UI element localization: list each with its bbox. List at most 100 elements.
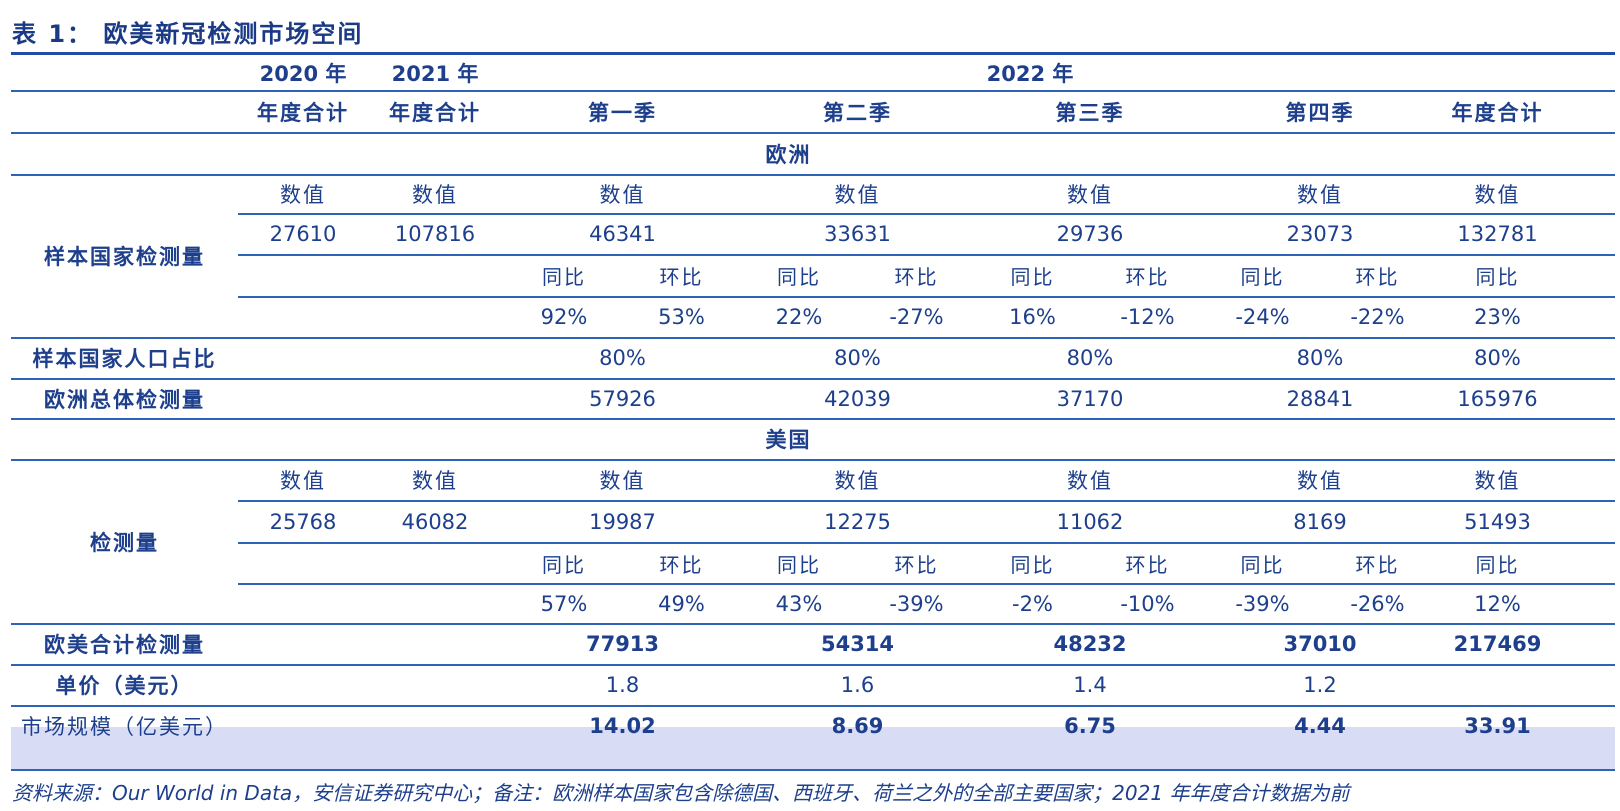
europe-qoq-q2: -27% <box>889 305 944 329</box>
table-title: 表 1： 欧美新冠检测市场空间 <box>12 20 364 48</box>
header-q4: 第四季 <box>1285 101 1355 125</box>
europe-yoy-label-q1: 同比 <box>542 264 586 289</box>
usa-yoy-q1: 57% <box>540 591 588 616</box>
europe-tests-q1: 46341 <box>589 222 656 246</box>
unit-price-q4: 1.2 <box>1303 673 1337 697</box>
market-size-row-shading <box>11 727 1615 769</box>
header-2021-annual-total: 年度合计 <box>389 101 481 125</box>
usa-tests-2022: 51493 <box>1464 509 1531 534</box>
market-size-2022: 33.91 <box>1464 714 1531 738</box>
usa-qoq-label-q1: 环比 <box>659 552 704 577</box>
europe-tests-q4: 23073 <box>1286 222 1354 246</box>
unit-price-q2: 1.6 <box>840 673 875 697</box>
combined-q2: 54314 <box>820 632 895 656</box>
europe-yoy-q1: 92% <box>540 305 588 329</box>
usa-tests-2021: 46082 <box>401 509 469 534</box>
europe-value-label-2020: 数值 <box>280 183 326 207</box>
row-label-usa-tests: 检测量 <box>90 530 159 555</box>
usa-qoq-q3: -10% <box>1120 591 1175 616</box>
header-q1: 第一季 <box>588 101 657 125</box>
header-year-2021: 2021 年 <box>391 62 479 86</box>
unit-price-q1: 1.8 <box>605 673 640 697</box>
europe-tests-2022: 132781 <box>1457 222 1538 246</box>
usa-tests-q4: 8169 <box>1293 509 1347 534</box>
unit-price-q3: 1.4 <box>1073 673 1107 697</box>
row-label-europe-total-tests: 欧洲总体检测量 <box>44 387 205 412</box>
usa-qoq-q2: -39% <box>889 591 944 616</box>
usa-qoq-label-q2: 环比 <box>894 552 939 577</box>
section-europe: 欧洲 <box>765 142 812 167</box>
usa-yoy-q2: 43% <box>775 591 823 616</box>
combined-q3: 48232 <box>1053 632 1127 656</box>
europe-yoy-2022: 23% <box>1474 305 1521 329</box>
europe-qoq-label-q1: 环比 <box>659 264 704 289</box>
europe-total-q3: 37170 <box>1056 386 1124 411</box>
europe-value-label-2021: 数值 <box>412 183 458 207</box>
population-share-q4: 80% <box>1296 346 1344 370</box>
europe-total-q2: 42039 <box>824 386 891 411</box>
usa-yoy-label-2022: 同比 <box>1475 552 1520 577</box>
usa-qoq-label-q4: 环比 <box>1355 552 1400 577</box>
europe-tests-q3: 29736 <box>1056 222 1124 246</box>
europe-yoy-label-q4: 同比 <box>1240 264 1285 289</box>
europe-value-label-q1: 数值 <box>599 183 646 207</box>
row-label-population-share: 样本国家人口占比 <box>32 347 217 371</box>
europe-yoy-q4: -24% <box>1235 305 1290 329</box>
europe-value-label-q4: 数值 <box>1297 183 1343 207</box>
europe-yoy-q2: 22% <box>775 305 823 329</box>
europe-qoq-q4: -22% <box>1350 305 1405 329</box>
market-size-q2: 8.69 <box>831 714 884 738</box>
usa-value-label-q3: 数值 <box>1067 469 1113 493</box>
europe-yoy-q3: 16% <box>1009 305 1056 329</box>
usa-yoy-label-q1: 同比 <box>542 552 586 577</box>
population-share-2022: 80% <box>1474 346 1521 370</box>
usa-qoq-label-q3: 环比 <box>1125 552 1170 577</box>
header-year-2020: 2020 年 <box>259 62 347 86</box>
combined-q4: 37010 <box>1283 632 1357 656</box>
usa-yoy-q3: -2% <box>1012 591 1053 616</box>
europe-tests-2021: 107816 <box>394 222 476 246</box>
europe-qoq-q1: 53% <box>658 305 705 329</box>
usa-qoq-q4: -26% <box>1350 591 1405 616</box>
usa-value-label-2020: 数值 <box>280 469 326 493</box>
usa-value-label-q2: 数值 <box>834 469 881 493</box>
market-size-q4: 4.44 <box>1294 714 1346 738</box>
population-share-q2: 80% <box>834 346 881 370</box>
row-label-unit-price: 单价（美元） <box>55 674 194 698</box>
usa-value-label-q4: 数值 <box>1297 469 1343 493</box>
market-size-q1: 14.02 <box>589 714 656 738</box>
section-usa: 美国 <box>765 428 812 452</box>
title-rule <box>11 52 1615 55</box>
source-footnote: 资料来源：Our World in Data，安信证券研究中心；备注：欧洲样本国… <box>12 781 1350 805</box>
europe-value-label-q3: 数值 <box>1067 183 1113 207</box>
combined-2022: 217469 <box>1453 632 1542 656</box>
usa-value-label-q1: 数值 <box>599 469 646 493</box>
europe-yoy-label-q3: 同比 <box>1010 264 1055 289</box>
europe-yoy-label-2022: 同比 <box>1475 264 1520 289</box>
header-2022-annual-total: 年度合计 <box>1451 101 1544 125</box>
usa-yoy-2022: 12% <box>1474 591 1521 616</box>
usa-tests-q2: 12275 <box>824 509 891 534</box>
europe-tests-2020: 27610 <box>269 222 337 246</box>
europe-qoq-label-q2: 环比 <box>894 264 939 289</box>
usa-tests-2020: 25768 <box>269 509 337 534</box>
row-label-market-size: 市场规模（亿美元） <box>21 715 228 739</box>
header-2020-annual-total: 年度合计 <box>257 101 349 125</box>
europe-value-label-q2: 数值 <box>834 183 881 207</box>
population-share-q3: 80% <box>1066 346 1114 370</box>
europe-tests-q2: 33631 <box>824 222 891 246</box>
usa-value-label-2022: 数值 <box>1474 469 1521 493</box>
europe-total-q4: 28841 <box>1286 386 1354 411</box>
row-label-combined-tests: 欧美合计检测量 <box>44 633 205 657</box>
row-label-europe-sample-tests: 样本国家检测量 <box>44 245 205 269</box>
usa-yoy-label-q3: 同比 <box>1010 552 1055 577</box>
usa-tests-q1: 19987 <box>589 509 656 534</box>
europe-total-q1: 57926 <box>589 386 656 411</box>
usa-yoy-q4: -39% <box>1235 591 1290 616</box>
europe-qoq-q3: -12% <box>1120 305 1175 329</box>
europe-qoq-label-q4: 环比 <box>1355 264 1400 289</box>
population-share-q1: 80% <box>599 346 646 370</box>
europe-total-2022: 165976 <box>1457 386 1538 411</box>
usa-qoq-q1: 49% <box>658 591 705 616</box>
header-year-2022: 2022 年 <box>986 62 1074 86</box>
